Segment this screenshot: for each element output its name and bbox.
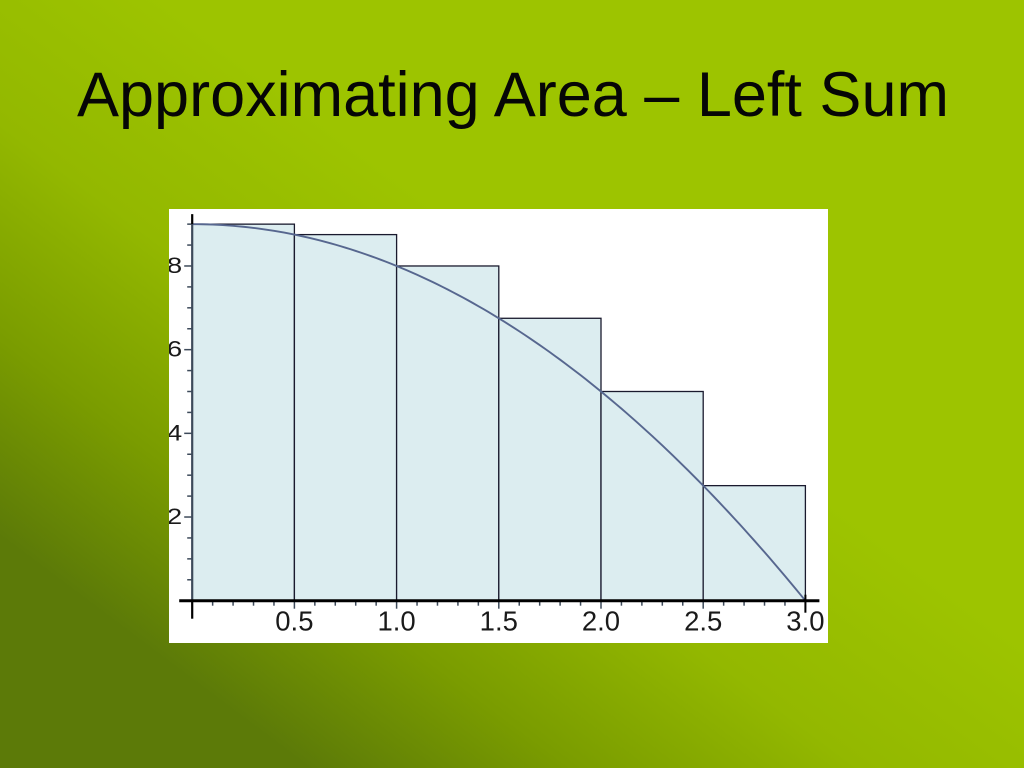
svg-text:3.0: 3.0 xyxy=(786,606,824,637)
svg-text:1.5: 1.5 xyxy=(480,606,518,637)
svg-text:8: 8 xyxy=(169,254,182,279)
svg-text:2.5: 2.5 xyxy=(684,606,722,637)
svg-text:0.5: 0.5 xyxy=(275,606,313,637)
svg-text:2.0: 2.0 xyxy=(582,606,620,637)
svg-text:2: 2 xyxy=(169,505,182,530)
svg-text:4: 4 xyxy=(169,421,182,446)
svg-text:1.0: 1.0 xyxy=(377,606,415,637)
svg-text:6: 6 xyxy=(169,337,182,362)
